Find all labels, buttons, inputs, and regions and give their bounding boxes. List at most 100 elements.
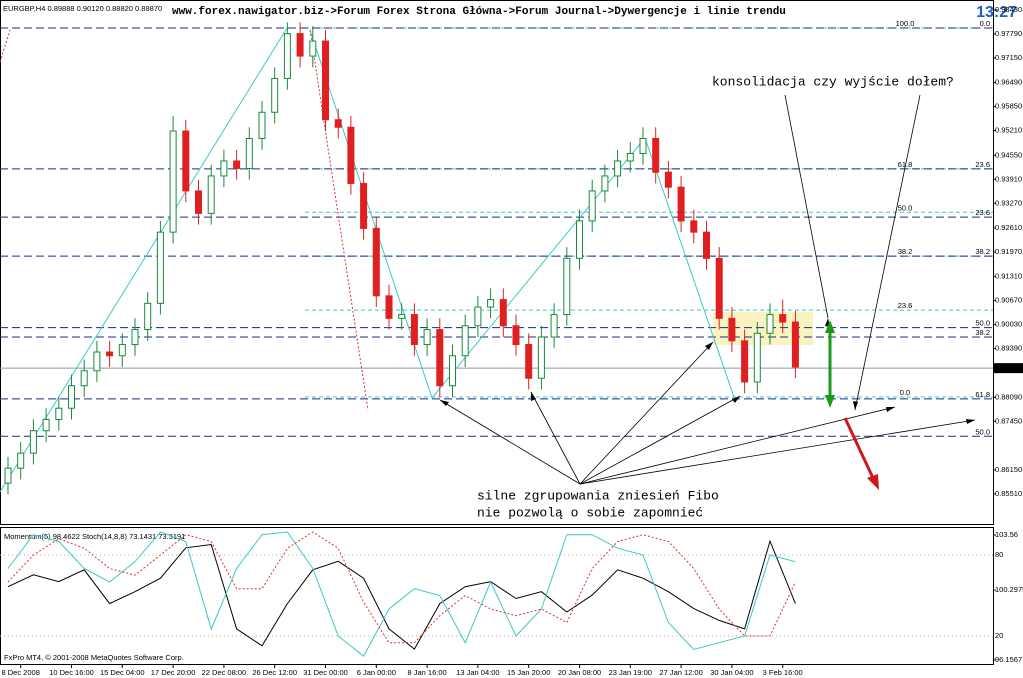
candle-body bbox=[715, 257, 723, 319]
fibo-label: 61.8 bbox=[898, 160, 913, 169]
fibo-label: 0.0 bbox=[900, 388, 910, 397]
y-tick-label: 0.85510 bbox=[995, 489, 1022, 498]
candle-body bbox=[4, 467, 12, 484]
candle-body bbox=[398, 314, 406, 319]
y-tick-label: 0.90670 bbox=[995, 296, 1022, 305]
arrow bbox=[579, 419, 976, 485]
current-price-label: 0.88870 bbox=[995, 363, 1022, 372]
candle-body bbox=[118, 344, 126, 357]
candle-body bbox=[347, 126, 355, 184]
arrow-head bbox=[966, 419, 975, 424]
annotation: konsolidacja czy wyjście dołem? bbox=[712, 74, 954, 89]
indicator-line bbox=[7, 531, 796, 644]
y-tick-label: 0.88090 bbox=[995, 392, 1022, 401]
candle-body bbox=[245, 137, 253, 169]
arrow-head bbox=[853, 401, 858, 410]
y-tick-label: 0.97790 bbox=[995, 29, 1022, 38]
y-tick-label: 0.91970 bbox=[995, 247, 1022, 256]
x-tick-label: 8 Jan 16:00 bbox=[407, 668, 446, 677]
trend-line bbox=[644, 137, 736, 401]
x-tick-label: 3 Feb 16:00 bbox=[763, 668, 803, 677]
candle-body bbox=[499, 299, 507, 327]
break-arrow bbox=[843, 417, 875, 479]
candle-body bbox=[703, 231, 710, 259]
candle-body bbox=[283, 33, 291, 80]
y-tick-label: 0.93910 bbox=[995, 174, 1022, 183]
candle-body bbox=[766, 314, 774, 334]
candle-body bbox=[296, 33, 304, 57]
trend-line bbox=[0, 27, 288, 493]
clock: 13:27 bbox=[976, 4, 1017, 21]
candle-body bbox=[385, 295, 393, 319]
fibo-label: 38.2 bbox=[975, 328, 990, 337]
green-range-arrow bbox=[825, 320, 835, 408]
main-panel bbox=[0, 0, 994, 525]
arrow-head bbox=[825, 395, 835, 408]
candle-body bbox=[525, 344, 533, 379]
y-tick-label: 0.91310 bbox=[995, 272, 1022, 281]
candle-body bbox=[334, 119, 342, 128]
candle-body bbox=[144, 302, 152, 331]
fibo-label: 23.6 bbox=[975, 208, 990, 217]
arrow bbox=[530, 391, 581, 485]
x-tick-label: 27 Jan 12:00 bbox=[659, 668, 702, 677]
arrow-head bbox=[531, 392, 536, 401]
candle-body bbox=[322, 40, 329, 121]
fibo-label: 50.0 bbox=[975, 427, 990, 436]
candle-body bbox=[258, 111, 266, 139]
candle-body bbox=[690, 220, 698, 233]
candle-body bbox=[550, 314, 558, 338]
candle-body bbox=[614, 160, 622, 177]
candle-body bbox=[474, 306, 482, 327]
y-tick-label: 0.92610 bbox=[995, 223, 1022, 232]
symbol-ohlc: EURGBP,H4 0.89888 0.90120 0.88820 0.8887… bbox=[3, 4, 162, 13]
candle-body bbox=[677, 186, 685, 222]
candle-body bbox=[309, 40, 317, 57]
candle-body bbox=[17, 452, 25, 469]
candle-body bbox=[791, 321, 799, 368]
x-tick-label: 22 Dec 08:00 bbox=[202, 668, 247, 677]
indicator-panel bbox=[0, 527, 994, 665]
candle-body bbox=[271, 78, 279, 113]
candle-body bbox=[664, 171, 672, 188]
arrow-head bbox=[732, 396, 740, 403]
y2-tick-label: 80 bbox=[995, 550, 1003, 559]
annotation: silne zgrupowania zniesień Fibo bbox=[477, 488, 719, 503]
red-break-arrow bbox=[843, 417, 879, 490]
x-tick-label: 23 Jan 19:00 bbox=[609, 668, 652, 677]
x-tick-label: 17 Dec 20:00 bbox=[151, 668, 196, 677]
y2-tick-label: 20 bbox=[995, 631, 1003, 640]
candle-body bbox=[410, 314, 418, 346]
y-tick-label: 0.94550 bbox=[995, 150, 1022, 159]
candle-body bbox=[195, 190, 202, 214]
arrow bbox=[854, 94, 921, 411]
candle-body bbox=[576, 220, 583, 259]
fibo-label: 23.6 bbox=[898, 301, 913, 310]
candle-body bbox=[537, 336, 545, 379]
candle-body bbox=[156, 231, 164, 304]
candle-body bbox=[728, 317, 736, 342]
fibo-label: 50.0 bbox=[898, 203, 913, 212]
candle-body bbox=[741, 340, 749, 383]
indicator-title: Momentum(5) 98.4622 Stoch(14,8,8) 73.143… bbox=[4, 532, 185, 541]
y-tick-label: 0.97150 bbox=[995, 53, 1022, 62]
y-tick-label: 0.86150 bbox=[995, 465, 1022, 474]
candle-body bbox=[487, 299, 495, 308]
candle-body bbox=[106, 351, 114, 357]
fibo-label: 38.2 bbox=[975, 247, 990, 256]
arrow-head bbox=[886, 407, 895, 412]
candle-body bbox=[423, 329, 431, 346]
candle-body bbox=[80, 370, 88, 387]
arrow bbox=[784, 94, 829, 319]
candle-body bbox=[68, 385, 75, 409]
y-tick-label: 0.87450 bbox=[995, 416, 1022, 425]
x-tick-label: 10 Dec 16:00 bbox=[49, 668, 94, 677]
current-price-box bbox=[994, 363, 1023, 374]
x-tick-label: 31 Dec 00:00 bbox=[303, 668, 348, 677]
y-tick-label: 96.1567 bbox=[995, 655, 1022, 664]
candle-body bbox=[601, 175, 609, 192]
y-tick-label: 0.96490 bbox=[995, 78, 1022, 87]
candle-body bbox=[42, 418, 50, 432]
